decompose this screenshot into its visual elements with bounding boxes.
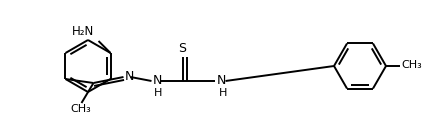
Text: H: H	[154, 88, 163, 98]
Text: N: N	[125, 70, 134, 82]
Text: H₂N: H₂N	[72, 25, 95, 38]
Text: N: N	[217, 74, 226, 88]
Text: CH₃: CH₃	[401, 60, 422, 70]
Text: CH₃: CH₃	[70, 104, 91, 114]
Text: S: S	[179, 42, 187, 55]
Text: N: N	[152, 74, 162, 88]
Text: H: H	[219, 88, 228, 98]
